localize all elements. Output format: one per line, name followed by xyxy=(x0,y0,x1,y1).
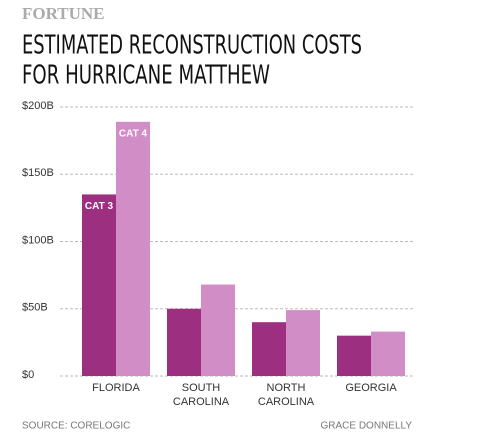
bar xyxy=(252,322,286,376)
y-tick-label: $100B xyxy=(22,234,54,246)
x-tick-label: GEORGIA xyxy=(345,382,397,394)
y-tick-label: $0 xyxy=(22,369,34,381)
y-tick-label: $50B xyxy=(22,302,48,314)
bar xyxy=(167,308,201,376)
bar xyxy=(201,284,235,376)
x-tick-label: FLORIDA xyxy=(92,382,140,394)
y-tick-label: $200B xyxy=(22,100,54,112)
bar xyxy=(116,121,150,376)
credit-note: GRACE DONNELLY xyxy=(320,421,412,432)
bar xyxy=(286,310,320,376)
series-label: CAT 4 xyxy=(119,128,148,139)
chart-title: FOR HURRICANE MATTHEW xyxy=(22,61,270,91)
x-tick-label: NORTH CAROLINA xyxy=(258,382,315,408)
bar xyxy=(82,194,116,376)
brand-logo: FORTUNE xyxy=(22,4,105,23)
bar xyxy=(337,335,371,376)
chart-title: ESTIMATED RECONSTRUCTION COSTS xyxy=(22,31,362,61)
source-note: SOURCE: CORELOGIC xyxy=(22,421,130,432)
series-label: CAT 3 xyxy=(85,201,114,212)
y-tick-label: $150B xyxy=(22,167,54,179)
x-tick-label: SOUTH CAROLINA xyxy=(173,382,230,408)
bar xyxy=(371,331,405,376)
